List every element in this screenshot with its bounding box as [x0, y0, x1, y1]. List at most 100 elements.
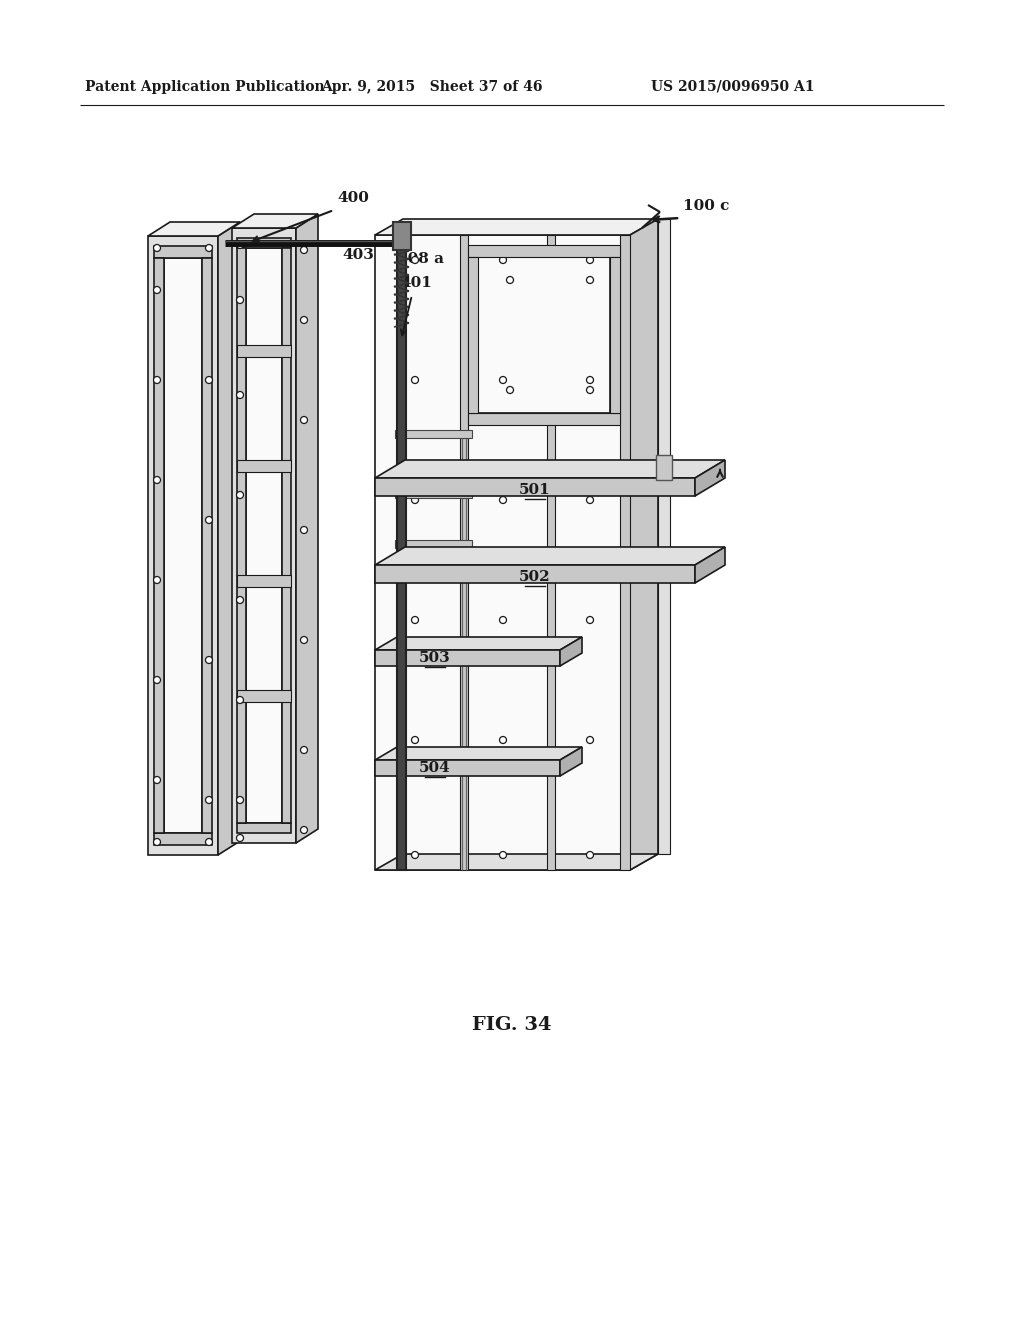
Polygon shape	[375, 760, 560, 776]
Polygon shape	[468, 413, 620, 425]
Circle shape	[500, 496, 507, 503]
Polygon shape	[237, 459, 291, 473]
Circle shape	[587, 387, 594, 393]
Text: 504: 504	[419, 762, 451, 775]
Polygon shape	[375, 459, 725, 478]
Polygon shape	[232, 228, 296, 843]
Text: 501: 501	[519, 483, 551, 498]
Polygon shape	[375, 546, 725, 565]
Polygon shape	[296, 214, 318, 843]
Circle shape	[587, 616, 594, 623]
Circle shape	[412, 616, 419, 623]
Circle shape	[154, 676, 161, 684]
Circle shape	[237, 242, 244, 248]
Polygon shape	[246, 248, 282, 822]
Circle shape	[154, 577, 161, 583]
Polygon shape	[468, 257, 478, 413]
Polygon shape	[393, 222, 411, 249]
Text: Apr. 9, 2015   Sheet 37 of 46: Apr. 9, 2015 Sheet 37 of 46	[322, 81, 543, 94]
Text: 403: 403	[342, 248, 374, 261]
Circle shape	[412, 496, 419, 503]
Circle shape	[300, 826, 307, 833]
Circle shape	[154, 286, 161, 293]
Circle shape	[237, 834, 244, 842]
Circle shape	[154, 838, 161, 846]
Polygon shape	[237, 238, 291, 248]
Circle shape	[237, 796, 244, 804]
Circle shape	[154, 244, 161, 252]
Polygon shape	[468, 246, 620, 257]
Polygon shape	[237, 822, 291, 833]
Polygon shape	[202, 257, 212, 833]
Polygon shape	[148, 222, 240, 236]
Polygon shape	[237, 690, 291, 702]
Circle shape	[154, 376, 161, 384]
Circle shape	[507, 387, 513, 393]
Polygon shape	[218, 222, 240, 855]
Polygon shape	[460, 235, 468, 870]
Circle shape	[500, 376, 507, 384]
Circle shape	[412, 737, 419, 743]
Text: US 2015/0096950 A1: US 2015/0096950 A1	[651, 81, 814, 94]
Circle shape	[206, 656, 213, 664]
Polygon shape	[547, 235, 555, 870]
Circle shape	[154, 477, 161, 483]
Polygon shape	[375, 478, 695, 496]
Text: 502: 502	[519, 570, 551, 583]
Polygon shape	[395, 540, 472, 548]
Circle shape	[206, 376, 213, 384]
Circle shape	[587, 851, 594, 858]
Polygon shape	[656, 455, 672, 480]
Circle shape	[154, 776, 161, 784]
Text: 503: 503	[419, 651, 451, 665]
Polygon shape	[375, 649, 560, 667]
Circle shape	[587, 376, 594, 384]
Polygon shape	[282, 248, 291, 822]
Circle shape	[500, 616, 507, 623]
Circle shape	[206, 796, 213, 804]
Polygon shape	[620, 235, 630, 870]
Polygon shape	[237, 248, 246, 822]
Circle shape	[412, 376, 419, 384]
Polygon shape	[695, 546, 725, 583]
Text: FIG. 34: FIG. 34	[472, 1016, 552, 1034]
Circle shape	[507, 276, 513, 284]
Polygon shape	[375, 565, 695, 583]
Polygon shape	[560, 638, 582, 667]
Circle shape	[300, 317, 307, 323]
Circle shape	[300, 636, 307, 644]
Polygon shape	[375, 854, 658, 870]
Polygon shape	[154, 246, 212, 257]
Circle shape	[587, 276, 594, 284]
Polygon shape	[395, 490, 472, 498]
Circle shape	[412, 256, 419, 264]
Circle shape	[412, 851, 419, 858]
Polygon shape	[237, 576, 291, 587]
Text: Patent Application Publication: Patent Application Publication	[85, 81, 325, 94]
Circle shape	[300, 247, 307, 253]
Circle shape	[587, 737, 594, 743]
Polygon shape	[478, 257, 610, 413]
Circle shape	[300, 747, 307, 754]
Polygon shape	[375, 235, 630, 870]
Circle shape	[300, 417, 307, 424]
Circle shape	[500, 256, 507, 264]
Text: 400: 400	[337, 191, 369, 205]
Polygon shape	[375, 219, 658, 235]
Polygon shape	[232, 214, 318, 228]
Circle shape	[237, 297, 244, 304]
Polygon shape	[630, 219, 658, 870]
Text: 100 c: 100 c	[683, 199, 729, 213]
Polygon shape	[164, 257, 202, 833]
Circle shape	[300, 527, 307, 533]
Circle shape	[500, 851, 507, 858]
Polygon shape	[154, 257, 164, 833]
Polygon shape	[397, 230, 406, 870]
Polygon shape	[375, 747, 582, 760]
Polygon shape	[695, 459, 725, 496]
Circle shape	[237, 392, 244, 399]
Polygon shape	[658, 219, 670, 854]
Polygon shape	[148, 236, 218, 855]
Circle shape	[206, 838, 213, 846]
Circle shape	[587, 256, 594, 264]
